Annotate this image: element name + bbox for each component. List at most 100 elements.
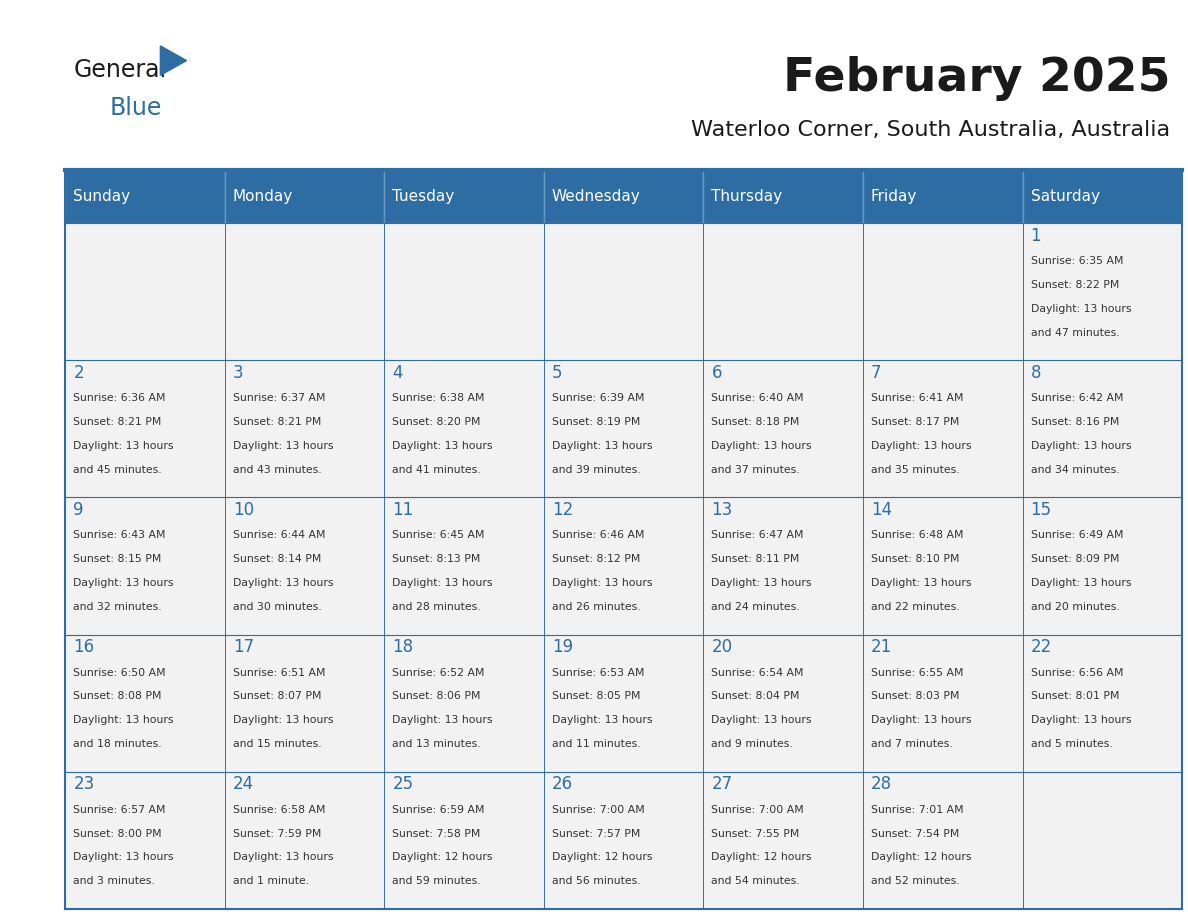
Text: 12: 12 bbox=[552, 501, 573, 519]
FancyBboxPatch shape bbox=[862, 170, 1023, 223]
Text: 18: 18 bbox=[392, 638, 413, 656]
Text: 4: 4 bbox=[392, 364, 403, 382]
Text: 3: 3 bbox=[233, 364, 244, 382]
Text: Sunset: 8:01 PM: Sunset: 8:01 PM bbox=[1030, 691, 1119, 701]
Text: Daylight: 13 hours: Daylight: 13 hours bbox=[233, 853, 334, 862]
FancyBboxPatch shape bbox=[703, 360, 862, 498]
Text: Sunset: 7:57 PM: Sunset: 7:57 PM bbox=[552, 829, 640, 838]
Text: 25: 25 bbox=[392, 776, 413, 793]
Text: and 3 minutes.: and 3 minutes. bbox=[74, 877, 156, 886]
Text: Daylight: 13 hours: Daylight: 13 hours bbox=[74, 853, 173, 862]
Text: Daylight: 13 hours: Daylight: 13 hours bbox=[871, 441, 972, 451]
Text: Daylight: 13 hours: Daylight: 13 hours bbox=[74, 441, 173, 451]
Text: Daylight: 13 hours: Daylight: 13 hours bbox=[1030, 304, 1131, 314]
Text: Sunrise: 7:00 AM: Sunrise: 7:00 AM bbox=[552, 805, 645, 814]
FancyBboxPatch shape bbox=[65, 772, 225, 909]
Text: Sunset: 8:11 PM: Sunset: 8:11 PM bbox=[712, 554, 800, 565]
Text: Daylight: 12 hours: Daylight: 12 hours bbox=[712, 853, 811, 862]
Text: Sunrise: 6:36 AM: Sunrise: 6:36 AM bbox=[74, 393, 166, 403]
Text: Sunrise: 6:53 AM: Sunrise: 6:53 AM bbox=[552, 667, 644, 677]
Text: and 20 minutes.: and 20 minutes. bbox=[1030, 602, 1119, 612]
Text: Sunrise: 6:55 AM: Sunrise: 6:55 AM bbox=[871, 667, 963, 677]
FancyBboxPatch shape bbox=[385, 170, 544, 223]
Text: and 11 minutes.: and 11 minutes. bbox=[552, 739, 640, 749]
Text: Daylight: 13 hours: Daylight: 13 hours bbox=[392, 578, 493, 588]
Text: Daylight: 13 hours: Daylight: 13 hours bbox=[233, 715, 334, 725]
Text: and 22 minutes.: and 22 minutes. bbox=[871, 602, 960, 612]
FancyBboxPatch shape bbox=[1023, 498, 1182, 634]
Text: Sunset: 8:03 PM: Sunset: 8:03 PM bbox=[871, 691, 960, 701]
Text: 6: 6 bbox=[712, 364, 722, 382]
Text: 21: 21 bbox=[871, 638, 892, 656]
Text: 1: 1 bbox=[1030, 227, 1041, 245]
Text: Sunset: 8:12 PM: Sunset: 8:12 PM bbox=[552, 554, 640, 565]
Text: Sunrise: 6:42 AM: Sunrise: 6:42 AM bbox=[1030, 393, 1123, 403]
FancyBboxPatch shape bbox=[65, 498, 225, 634]
Text: Sunset: 8:15 PM: Sunset: 8:15 PM bbox=[74, 554, 162, 565]
Text: Daylight: 13 hours: Daylight: 13 hours bbox=[1030, 578, 1131, 588]
Text: Tuesday: Tuesday bbox=[392, 189, 455, 204]
Text: Daylight: 13 hours: Daylight: 13 hours bbox=[1030, 441, 1131, 451]
Text: Daylight: 13 hours: Daylight: 13 hours bbox=[552, 441, 652, 451]
FancyBboxPatch shape bbox=[544, 772, 703, 909]
Text: and 37 minutes.: and 37 minutes. bbox=[712, 465, 800, 475]
Text: Sunrise: 6:49 AM: Sunrise: 6:49 AM bbox=[1030, 531, 1123, 541]
Text: Sunset: 8:08 PM: Sunset: 8:08 PM bbox=[74, 691, 162, 701]
Text: and 39 minutes.: and 39 minutes. bbox=[552, 465, 640, 475]
FancyBboxPatch shape bbox=[225, 170, 385, 223]
FancyBboxPatch shape bbox=[65, 223, 225, 360]
Text: Sunrise: 6:59 AM: Sunrise: 6:59 AM bbox=[392, 805, 485, 814]
Text: Sunrise: 7:00 AM: Sunrise: 7:00 AM bbox=[712, 805, 804, 814]
Text: and 47 minutes.: and 47 minutes. bbox=[1030, 328, 1119, 338]
FancyBboxPatch shape bbox=[1023, 634, 1182, 772]
Text: Sunrise: 7:01 AM: Sunrise: 7:01 AM bbox=[871, 805, 963, 814]
Text: and 45 minutes.: and 45 minutes. bbox=[74, 465, 162, 475]
Text: 5: 5 bbox=[552, 364, 562, 382]
Text: and 28 minutes.: and 28 minutes. bbox=[392, 602, 481, 612]
Text: 10: 10 bbox=[233, 501, 254, 519]
FancyBboxPatch shape bbox=[544, 634, 703, 772]
Text: Daylight: 13 hours: Daylight: 13 hours bbox=[712, 578, 811, 588]
Text: February 2025: February 2025 bbox=[783, 55, 1170, 101]
FancyBboxPatch shape bbox=[385, 360, 544, 498]
Text: and 18 minutes.: and 18 minutes. bbox=[74, 739, 162, 749]
FancyBboxPatch shape bbox=[703, 772, 862, 909]
Text: Sunrise: 6:45 AM: Sunrise: 6:45 AM bbox=[392, 531, 485, 541]
Text: and 24 minutes.: and 24 minutes. bbox=[712, 602, 800, 612]
Text: Sunset: 8:07 PM: Sunset: 8:07 PM bbox=[233, 691, 321, 701]
Text: 9: 9 bbox=[74, 501, 84, 519]
FancyBboxPatch shape bbox=[1023, 223, 1182, 360]
Text: Sunrise: 6:40 AM: Sunrise: 6:40 AM bbox=[712, 393, 804, 403]
Text: Daylight: 13 hours: Daylight: 13 hours bbox=[552, 578, 652, 588]
Text: Sunset: 7:55 PM: Sunset: 7:55 PM bbox=[712, 829, 800, 838]
Text: Sunrise: 6:47 AM: Sunrise: 6:47 AM bbox=[712, 531, 804, 541]
Text: Daylight: 13 hours: Daylight: 13 hours bbox=[233, 441, 334, 451]
Text: Sunset: 8:14 PM: Sunset: 8:14 PM bbox=[233, 554, 321, 565]
FancyBboxPatch shape bbox=[385, 634, 544, 772]
FancyBboxPatch shape bbox=[225, 360, 385, 498]
Text: Sunset: 8:21 PM: Sunset: 8:21 PM bbox=[74, 417, 162, 427]
Text: Daylight: 13 hours: Daylight: 13 hours bbox=[74, 715, 173, 725]
Text: 27: 27 bbox=[712, 776, 733, 793]
Text: Sunset: 8:05 PM: Sunset: 8:05 PM bbox=[552, 691, 640, 701]
Text: and 9 minutes.: and 9 minutes. bbox=[712, 739, 794, 749]
Text: and 35 minutes.: and 35 minutes. bbox=[871, 465, 960, 475]
Text: Saturday: Saturday bbox=[1030, 189, 1100, 204]
Text: and 5 minutes.: and 5 minutes. bbox=[1030, 739, 1112, 749]
Text: Sunrise: 6:46 AM: Sunrise: 6:46 AM bbox=[552, 531, 644, 541]
Text: and 30 minutes.: and 30 minutes. bbox=[233, 602, 322, 612]
Text: and 7 minutes.: and 7 minutes. bbox=[871, 739, 953, 749]
Text: Sunset: 8:22 PM: Sunset: 8:22 PM bbox=[1030, 280, 1119, 290]
Text: 28: 28 bbox=[871, 776, 892, 793]
Text: Daylight: 13 hours: Daylight: 13 hours bbox=[233, 578, 334, 588]
FancyBboxPatch shape bbox=[544, 360, 703, 498]
Text: and 52 minutes.: and 52 minutes. bbox=[871, 877, 960, 886]
FancyBboxPatch shape bbox=[1023, 170, 1182, 223]
Text: Daylight: 13 hours: Daylight: 13 hours bbox=[392, 441, 493, 451]
Text: Daylight: 12 hours: Daylight: 12 hours bbox=[871, 853, 972, 862]
Text: and 34 minutes.: and 34 minutes. bbox=[1030, 465, 1119, 475]
Text: 26: 26 bbox=[552, 776, 573, 793]
Text: Sunrise: 6:41 AM: Sunrise: 6:41 AM bbox=[871, 393, 963, 403]
Text: Daylight: 12 hours: Daylight: 12 hours bbox=[392, 853, 493, 862]
Text: Sunset: 7:59 PM: Sunset: 7:59 PM bbox=[233, 829, 321, 838]
